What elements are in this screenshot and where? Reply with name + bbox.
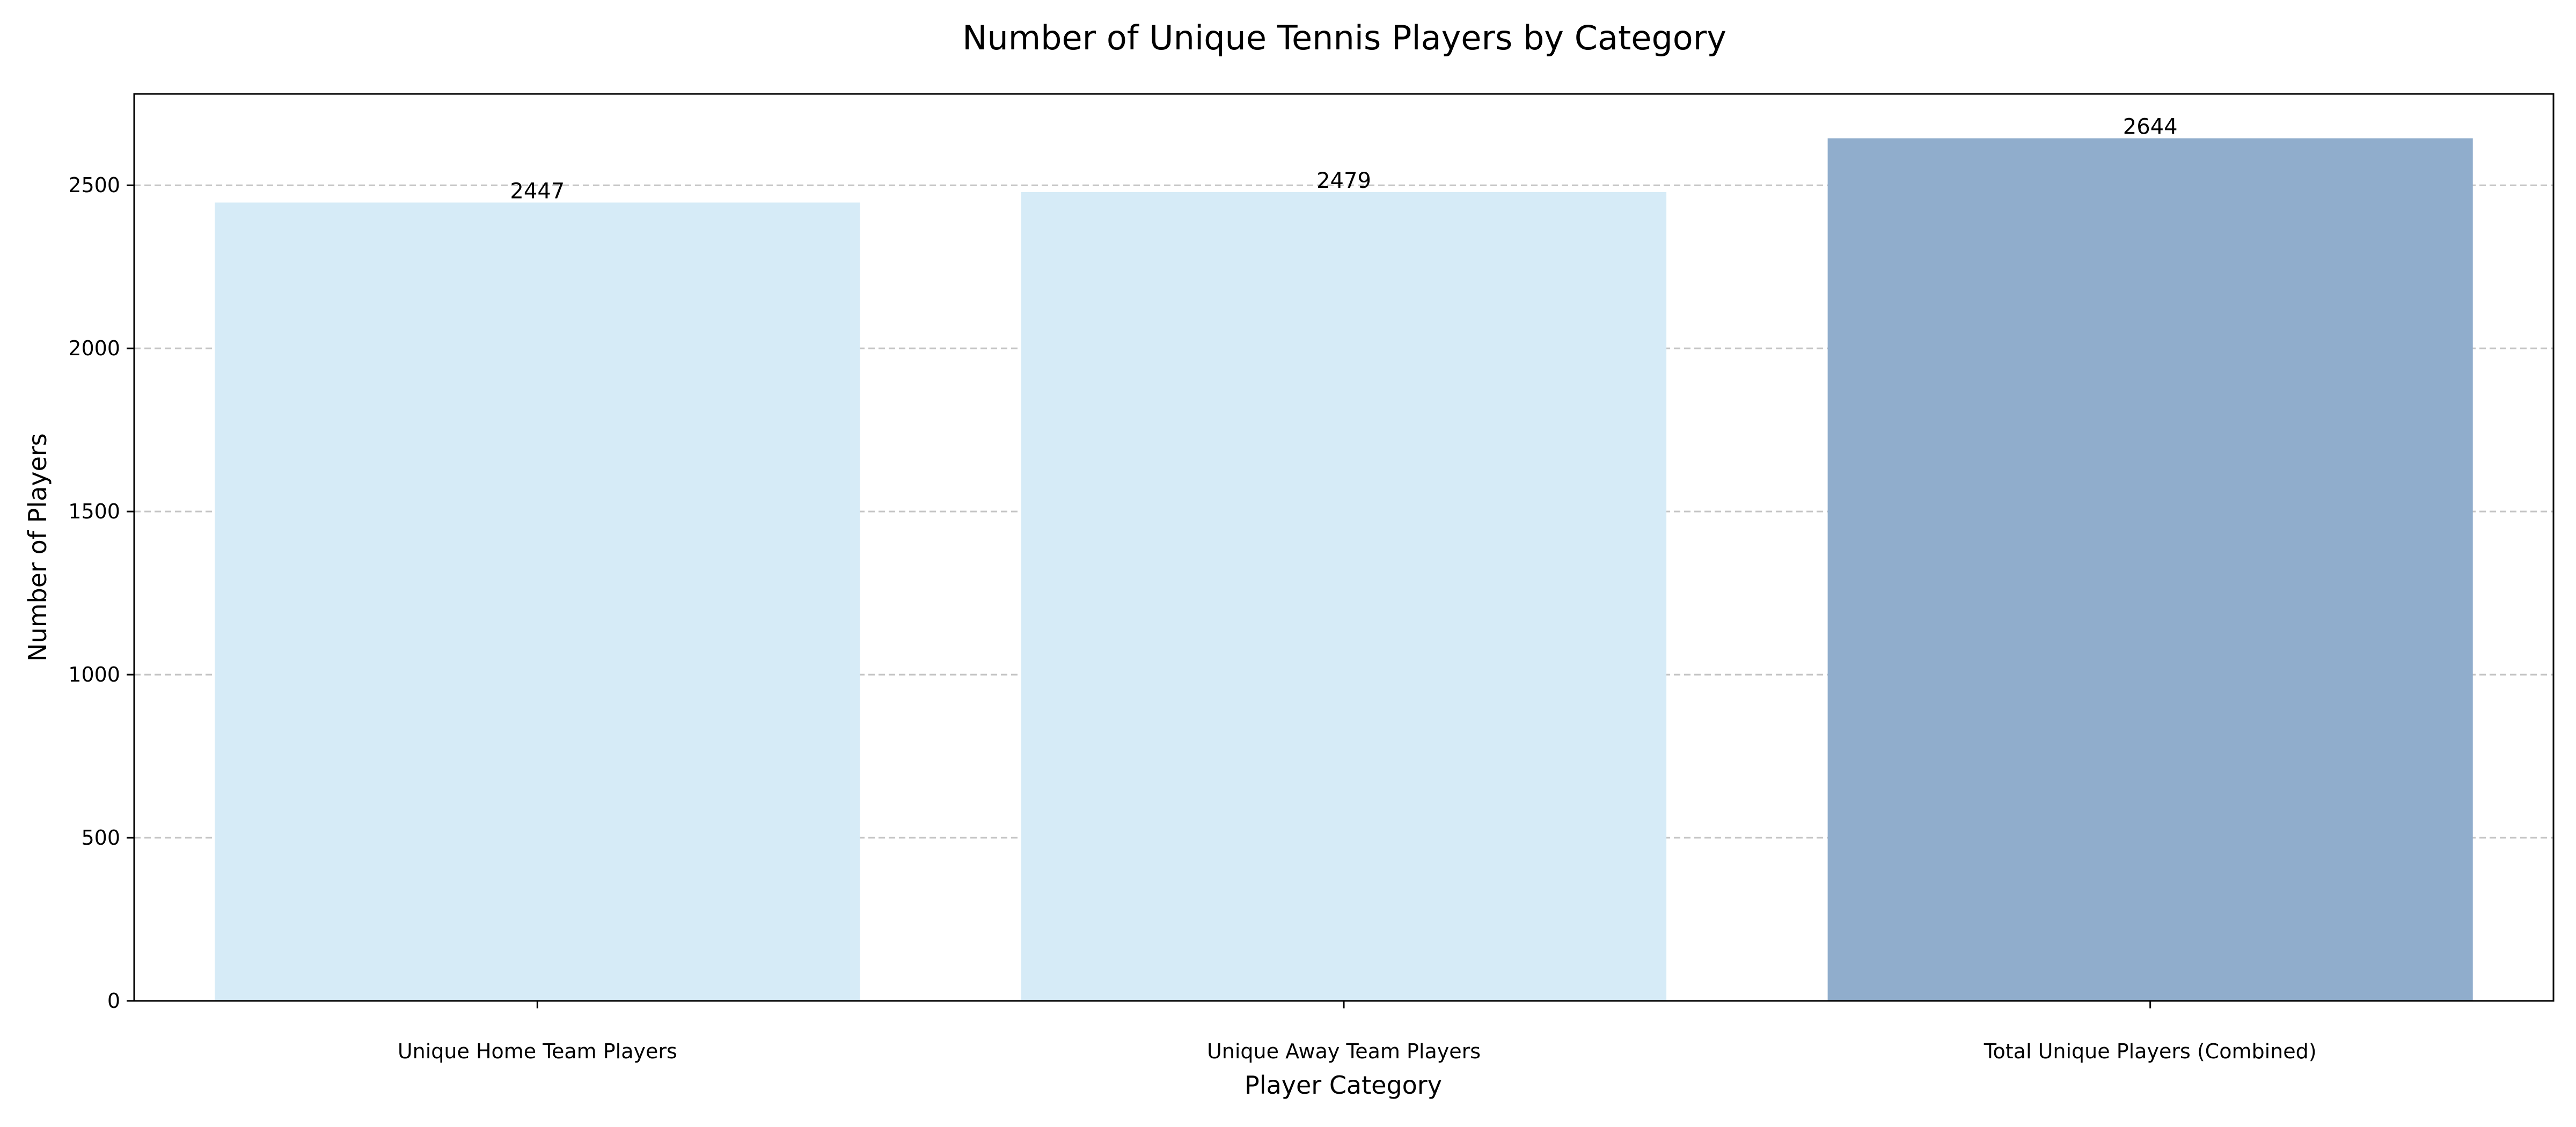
chart-title: Number of Unique Tennis Players by Categ… bbox=[962, 18, 1726, 57]
y-tick-label: 2500 bbox=[68, 173, 120, 197]
x-axis-ticks: Unique Home Team Players Unique Away Team… bbox=[398, 1001, 2317, 1063]
y-tick-label: 2000 bbox=[68, 336, 120, 360]
y-axis-ticks: 0 500 1000 1500 2000 2500 bbox=[68, 173, 134, 1013]
data-label: 2644 bbox=[2123, 115, 2178, 140]
bar bbox=[215, 202, 860, 1001]
data-label: 2479 bbox=[1316, 169, 1371, 193]
y-tick-label: 1500 bbox=[68, 500, 120, 523]
data-label: 2447 bbox=[510, 179, 565, 203]
x-tick-label: Unique Away Team Players bbox=[1207, 1040, 1481, 1063]
bar bbox=[1021, 192, 1667, 1001]
y-tick-label: 1000 bbox=[68, 663, 120, 686]
x-tick-label: Unique Home Team Players bbox=[398, 1040, 677, 1063]
bars bbox=[215, 138, 2473, 1001]
x-tick-label: Total Unique Players (Combined) bbox=[1984, 1040, 2317, 1063]
data-labels: 2447 2479 2644 bbox=[510, 115, 2177, 204]
x-axis-label: Player Category bbox=[1245, 1071, 1442, 1100]
y-axis-label: Number of Players bbox=[23, 433, 52, 661]
y-tick-label: 500 bbox=[81, 826, 120, 850]
y-tick-label: 0 bbox=[107, 989, 120, 1013]
bar bbox=[1827, 138, 2473, 1001]
